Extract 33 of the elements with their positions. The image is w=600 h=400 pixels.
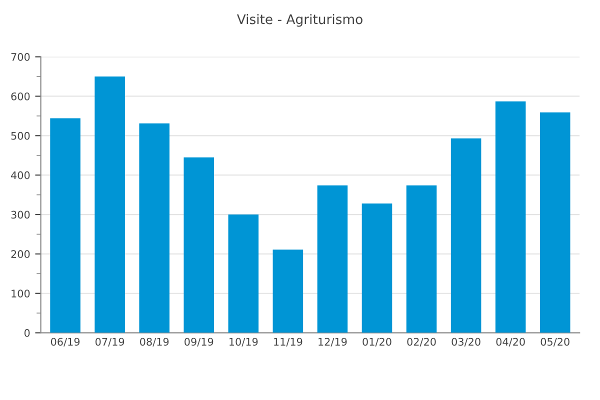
bar [450, 138, 482, 333]
x-tick-label: 07/19 [95, 338, 124, 347]
x-tick-label: 09/19 [184, 338, 214, 347]
bar [406, 185, 437, 333]
bar [184, 157, 214, 333]
chart-title: Visite - Agriturismo [236, 14, 362, 27]
bar [362, 203, 392, 333]
x-tick-label: 06/19 [50, 338, 80, 347]
x-tick-label: 05/20 [540, 338, 570, 347]
bar [139, 123, 170, 333]
x-tick-label: 08/19 [140, 338, 169, 347]
bar [317, 185, 348, 333]
bar [228, 214, 259, 333]
x-tick-label: 11/19 [274, 338, 302, 347]
y-tick-label: 400 [11, 171, 30, 180]
x-tick-label: 02/20 [407, 338, 436, 347]
x-tick-label: 04/20 [496, 338, 525, 347]
bar [94, 76, 125, 333]
y-tick-label: 200 [11, 250, 30, 258]
bar [50, 118, 80, 333]
y-tick-label: 300 [11, 210, 30, 219]
x-tick-label: 01/20 [362, 338, 392, 347]
bar [272, 250, 304, 333]
bar [540, 112, 570, 333]
x-tick-label: 12/19 [318, 338, 347, 347]
y-tick-label: 500 [11, 132, 30, 140]
x-tick-label: 03/20 [452, 338, 480, 347]
y-tick-label: 0 [24, 329, 30, 337]
y-tick-label: 100 [12, 290, 30, 298]
y-tick-label: 600 [11, 92, 30, 100]
x-tick-label: 10/19 [230, 338, 258, 347]
bar [495, 101, 526, 333]
y-tick-label: 700 [11, 53, 30, 61]
